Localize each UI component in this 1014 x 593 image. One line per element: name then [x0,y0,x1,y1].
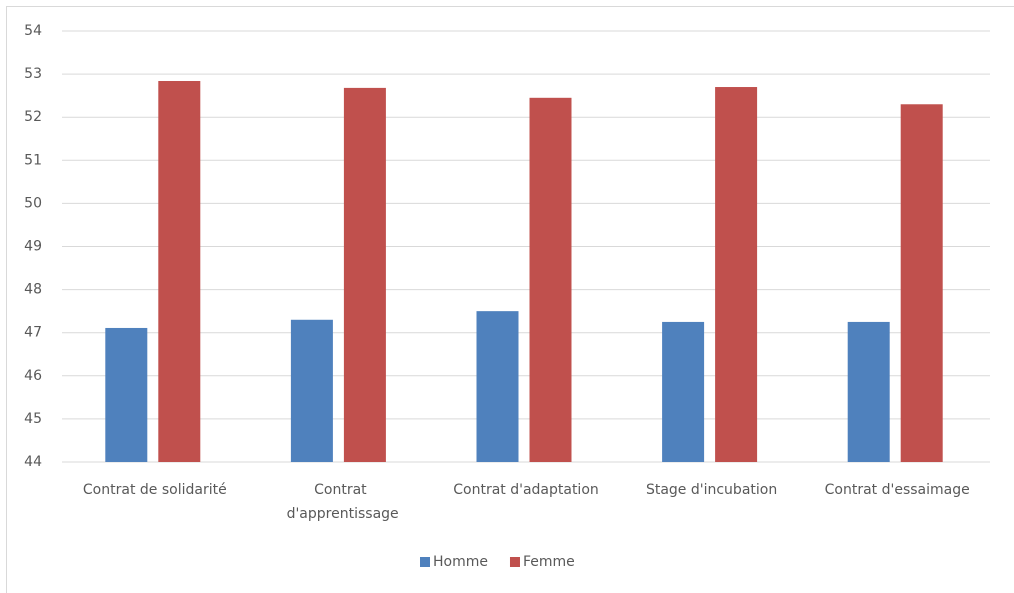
y-tick-label: 53 [24,66,42,82]
y-tick-label: 54 [24,23,42,39]
legend-swatch [420,557,430,567]
y-tick-label: 46 [24,368,42,384]
x-tick-label: Contrat d'adaptation [453,482,599,498]
legend-label: Femme [523,554,575,570]
x-tick-label: Stage d'incubation [646,482,777,498]
bar [662,321,705,462]
bar [476,311,519,462]
y-tick-label: 50 [24,195,42,211]
y-tick-label: 49 [24,239,42,255]
legend-swatch [509,557,520,567]
chart-frame [6,6,1014,593]
x-tick-label: Contrat d'apprentissage [282,482,399,522]
bar [715,87,758,462]
bar [529,97,572,463]
bar [343,87,386,462]
y-tick-label: 48 [24,282,42,298]
x-tick-label: Contrat de solidarité [83,482,227,498]
y-tick-label: 47 [24,325,42,341]
y-tick-label: 45 [24,411,42,427]
x-tick-label: Contrat d'essaimage [825,482,970,498]
y-tick-label: 44 [24,454,42,470]
legend-label: Homme [433,554,488,570]
bar [158,80,201,462]
y-tick-label: 51 [24,152,42,168]
y-tick-label: 52 [24,109,42,125]
bar [847,321,890,462]
bar [900,104,943,463]
bar [105,327,148,462]
bar [290,319,333,462]
